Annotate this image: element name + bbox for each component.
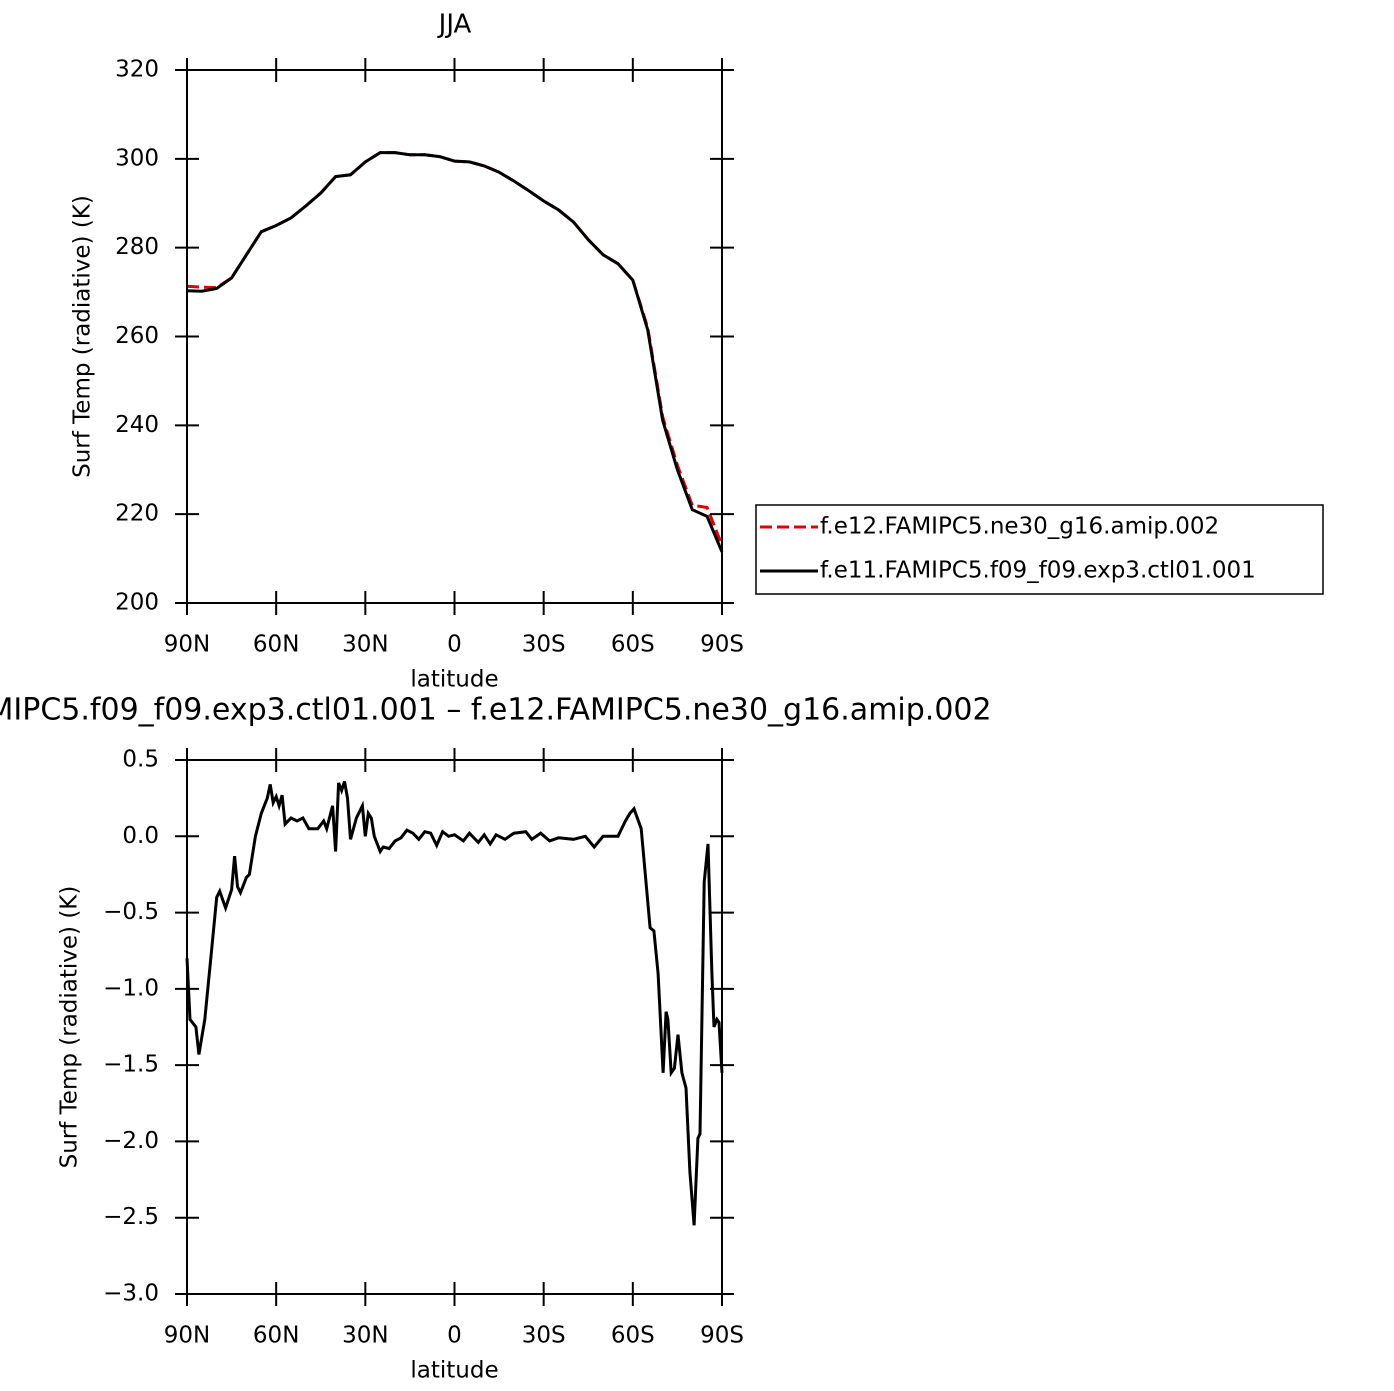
x-tick-label: 30N	[342, 632, 388, 658]
x-tick-label: 60N	[253, 1323, 299, 1349]
y-tick-label: 320	[115, 57, 159, 83]
y-tick-label: −1.0	[103, 975, 159, 1001]
y-tick-label: 300	[115, 145, 159, 171]
y-tick-label: 0.5	[122, 747, 159, 773]
y-tick-label: −3.0	[103, 1281, 159, 1307]
data-line	[186, 151, 724, 546]
y-tick-label: −2.5	[103, 1204, 159, 1230]
x-tick-label: 30N	[342, 1323, 388, 1349]
x-tick-label: 90S	[700, 1323, 744, 1349]
x-tick-label: 60N	[253, 632, 299, 658]
x-tick-label: 90N	[164, 632, 210, 658]
y-axis-label: Surf Temp (radiative) (K)	[57, 886, 83, 1169]
y-axis-label: Surf Temp (radiative) (K)	[70, 195, 96, 478]
chart-title: f.e11.FAMIPC5.f09_f09.exp3.ctl01.001 – f…	[0, 693, 992, 728]
y-tick-label: 200	[115, 590, 159, 616]
y-tick-label: −0.5	[103, 899, 159, 925]
x-tick-label: 60S	[611, 632, 655, 658]
data-line	[186, 151, 724, 553]
legend-label: f.e11.FAMIPC5.f09_f09.exp3.ctl01.001	[820, 558, 1256, 584]
x-tick-label: 30S	[522, 1323, 566, 1349]
legend-label: f.e12.FAMIPC5.ne30_g16.amip.002	[820, 514, 1219, 540]
x-tick-label: 90S	[700, 632, 744, 658]
y-tick-label: 260	[115, 323, 159, 349]
plot-frame	[186, 69, 723, 604]
legend-box	[755, 504, 1324, 595]
y-tick-label: −1.5	[103, 1052, 159, 1078]
y-tick-label: 0.0	[122, 823, 159, 849]
data-line	[185, 780, 724, 1226]
x-tick-label: 30S	[522, 632, 566, 658]
x-tick-label: 90N	[164, 1323, 210, 1349]
x-tick-label: 0	[447, 1323, 462, 1349]
x-tick-label: 0	[447, 632, 462, 658]
y-tick-label: 220	[115, 501, 159, 527]
chart-title: JJA	[437, 10, 472, 40]
y-tick-label: 280	[115, 234, 159, 260]
x-axis-label: latitude	[410, 1358, 498, 1384]
y-tick-label: −2.0	[103, 1128, 159, 1154]
y-tick-label: 240	[115, 412, 159, 438]
x-axis-label: latitude	[410, 667, 498, 693]
x-tick-label: 60S	[611, 1323, 655, 1349]
